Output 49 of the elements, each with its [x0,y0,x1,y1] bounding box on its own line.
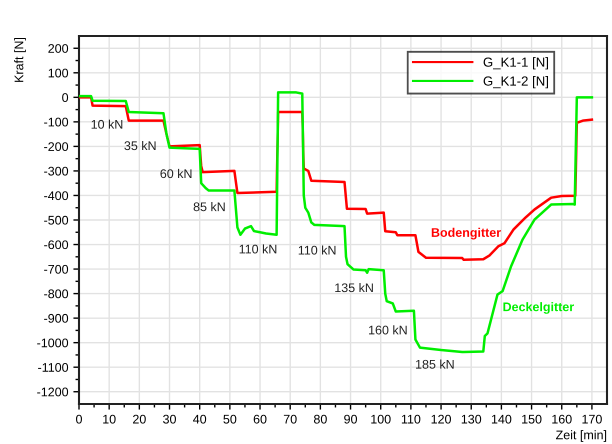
annotation: 35 kN [124,140,156,150]
x-tick-label: 140 [492,414,512,424]
y-tick-label: -200 [44,142,68,152]
annotation: 110 kN [298,245,336,255]
annotation: 10 kN [92,120,122,129]
y-tick-label: -500 [44,216,68,225]
x-tick-label: 30 [163,414,176,424]
annotation: Bodengitter [432,228,501,240]
y-tick-label: -1100 [38,363,68,372]
annotation: Deckelgitter [503,302,574,314]
x-tick-label: 170 [582,414,602,424]
x-tick-label: 60 [254,414,266,424]
y-axis-title: Kraft [N] [14,38,26,82]
x-tick-label: 20 [133,414,146,424]
annotation: 60 kN [160,168,192,178]
x-tick-label: 90 [344,414,358,424]
y-tick-label: -1000 [37,338,68,348]
y-tick-label: -800 [44,289,68,298]
line-series [79,91,594,354]
y-tick-label: -700 [44,264,68,274]
y-tick-label: -900 [44,314,68,323]
x-tick-label: 130 [462,414,482,424]
y-tick-label: 100 [48,68,68,78]
legend-label: G_K1-1 [N] [484,57,548,70]
y-tick-label: 200 [48,44,68,53]
x-tick-label: 10 [103,414,116,424]
x-tick-label: 50 [223,414,236,424]
annotation: 185 kN [416,360,454,369]
y-tick-label: -100 [44,118,68,127]
annotation: 135 kN [335,282,373,292]
y-tick-label: -300 [44,166,68,176]
x-tick-label: 0 [76,414,82,424]
x-axis-title: Zeit [min] [556,430,606,442]
x-tick-label: 150 [522,414,542,424]
y-tick-label: 0 [62,93,68,102]
x-tick-label: 100 [371,414,391,424]
annotation: 110 kN [240,244,276,254]
x-tick-label: 80 [314,414,327,424]
x-tick-label: 160 [552,414,572,424]
y-tick-label: -400 [44,191,68,200]
y-tick-label: -600 [44,240,68,250]
annotation: 160 kN [369,325,407,334]
x-tick-label: 70 [284,414,297,424]
x-tick-label: 120 [432,414,451,424]
x-tick-label: 110 [402,414,420,424]
x-tick-label: 40 [193,414,206,424]
y-tick-label: -1200 [37,388,68,396]
legend-label: G_K1-2 [N] [484,76,548,88]
annotation: 85 kN [194,202,225,212]
